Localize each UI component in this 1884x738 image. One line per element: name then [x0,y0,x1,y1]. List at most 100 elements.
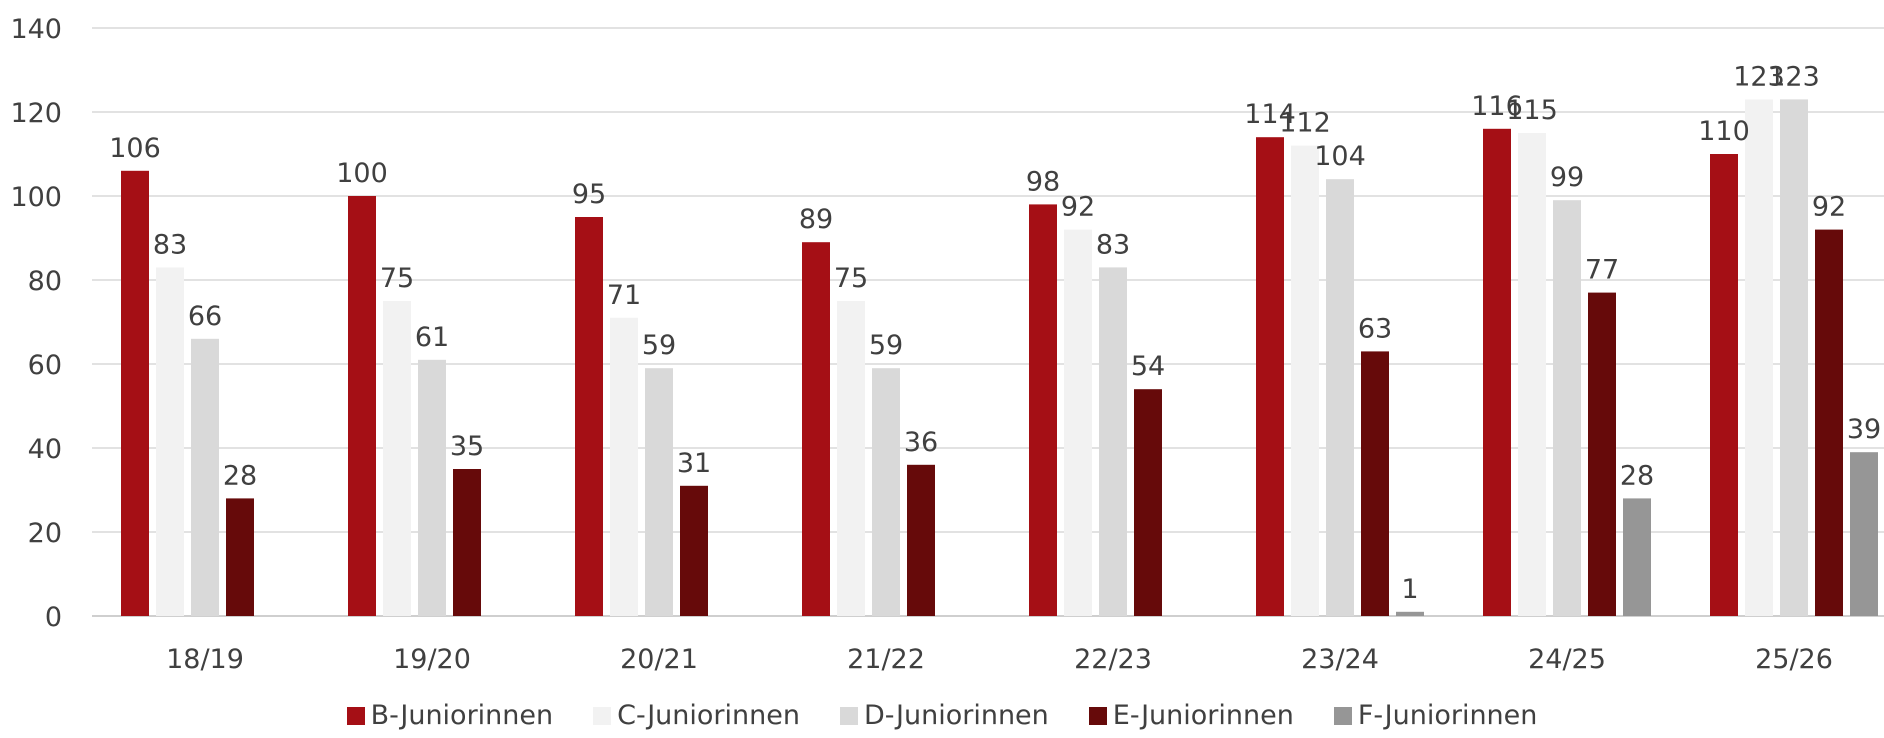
bar-f-juniorinnen [1396,611,1424,616]
data-label: 123 [1733,61,1785,92]
data-label: 99 [1550,162,1584,193]
legend: B-Juniorinnen C-Juniorinnen D-Juniorinnen E… [0,700,1884,731]
data-label: 35 [450,431,484,462]
legend-item: C-Juniorinnen [593,700,800,731]
x-tick-label: 19/20 [393,644,471,675]
legend-label: E-Juniorinnen [1112,700,1294,731]
legend-swatch [1088,706,1107,725]
data-label: 61 [415,322,449,353]
y-tick-label: 80 [28,266,62,297]
bar-e-juniorinnen [680,485,708,616]
bars [121,99,1878,617]
bar-f-juniorinnen [1850,452,1878,616]
x-tick-label: 24/25 [1528,644,1606,675]
y-tick-label: 120 [10,98,62,129]
y-tick-label: 140 [10,14,62,45]
x-tick-label: 21/22 [847,644,925,675]
y-axis-ticks: 0 20 40 60 80 100 120 140 [10,14,62,633]
bar-c-juniorinnen [1518,133,1546,616]
data-label: 31 [677,448,711,479]
bar-b-juniorinnen [575,217,603,616]
bar-c-juniorinnen [1745,99,1773,616]
bar-e-juniorinnen [1134,389,1162,616]
data-label: 89 [799,204,833,235]
legend-label: F-Juniorinnen [1357,700,1538,731]
data-label: 98 [1026,166,1060,197]
bar-b-juniorinnen [802,242,830,616]
data-label: 83 [1096,229,1130,260]
y-tick-label: 40 [28,434,62,465]
data-label: 110 [1698,116,1750,147]
data-label: 28 [1620,460,1654,491]
legend-item: B-Juniorinnen [346,700,554,731]
data-label: 92 [1061,192,1095,223]
bar-e-juniorinnen [1815,229,1843,616]
y-tick-label: 20 [28,518,62,549]
data-label: 28 [223,460,257,491]
data-label: 116 [1471,91,1523,122]
bar-d-juniorinnen [1326,179,1354,616]
x-tick-label: 18/19 [166,644,244,675]
data-labels: 1068366281007561359571593189755936989283… [109,61,1881,604]
bar-d-juniorinnen [1553,200,1581,616]
bar-c-juniorinnen [1064,229,1092,616]
data-label: 95 [572,179,606,210]
bar-e-juniorinnen [453,469,481,616]
data-label: 36 [904,427,938,458]
data-label: 54 [1131,351,1165,382]
bar-b-juniorinnen [1710,154,1738,616]
x-tick-label: 25/26 [1755,644,1833,675]
bar-b-juniorinnen [1256,137,1284,616]
bar-b-juniorinnen [1029,204,1057,616]
x-tick-label: 23/24 [1301,644,1379,675]
data-label: 92 [1812,192,1846,223]
x-axis-ticks: 18/19 19/20 20/21 21/22 22/23 23/24 24/25 25/26 [166,644,1833,675]
bar-d-juniorinnen [872,368,900,616]
x-tick-label: 20/21 [620,644,698,675]
bar-d-juniorinnen [1099,267,1127,616]
y-tick-label: 0 [45,602,62,633]
data-label: 63 [1358,313,1392,344]
bar-e-juniorinnen [226,498,254,616]
y-tick-label: 100 [10,182,62,213]
bar-d-juniorinnen [191,338,219,616]
data-label: 104 [1314,141,1366,172]
bar-c-juniorinnen [610,317,638,616]
legend-label: D-Juniorinnen [863,700,1049,731]
data-label: 66 [188,301,222,332]
legend-label: B-Juniorinnen [370,700,554,731]
legend-label: C-Juniorinnen [617,700,800,731]
data-label: 75 [380,263,414,294]
data-label: 39 [1847,414,1881,445]
y-tick-label: 60 [28,350,62,381]
legend-swatch [839,706,858,725]
legend-item: F-Juniorinnen [1333,700,1538,731]
legend-swatch [346,706,365,725]
data-label: 75 [834,263,868,294]
bar-b-juniorinnen [1483,128,1511,617]
data-label: 59 [869,330,903,361]
legend-item: D-Juniorinnen [839,700,1049,731]
bar-d-juniorinnen [1780,99,1808,616]
bar-d-juniorinnen [418,359,446,616]
data-label: 71 [607,280,641,311]
data-label: 115 [1506,95,1558,126]
legend-swatch [593,706,612,725]
bar-e-juniorinnen [907,464,935,616]
bar-c-juniorinnen [1291,145,1319,616]
x-tick-label: 22/23 [1074,644,1152,675]
bar-b-juniorinnen [121,170,149,617]
data-label: 83 [153,229,187,260]
bar-e-juniorinnen [1361,351,1389,616]
bar-e-juniorinnen [1588,292,1616,616]
data-label: 123 [1768,61,1820,92]
data-label: 114 [1244,99,1296,130]
bar-c-juniorinnen [156,267,184,616]
legend-item: E-Juniorinnen [1088,700,1294,731]
data-label: 1 [1401,574,1418,605]
data-label: 77 [1585,255,1619,286]
bar-d-juniorinnen [645,368,673,616]
bar-b-juniorinnen [348,196,376,616]
